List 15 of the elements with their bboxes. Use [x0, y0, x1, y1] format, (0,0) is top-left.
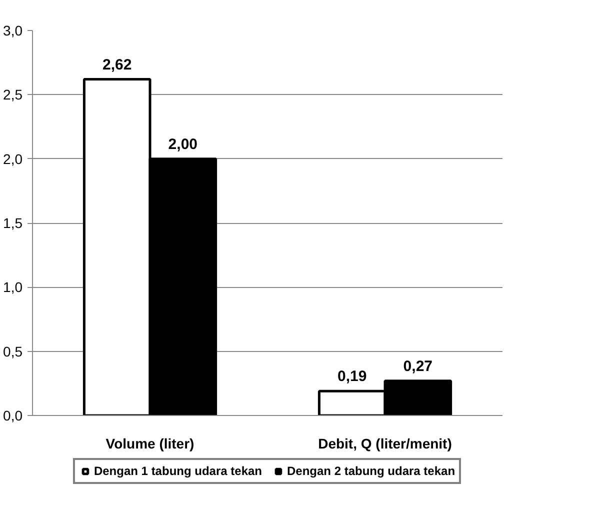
data-label: 0,19 — [338, 368, 367, 386]
y-tick-label: 2,0 — [3, 150, 23, 167]
data-label: 0,27 — [403, 358, 433, 375]
data-label: 2,62 — [102, 56, 132, 74]
x-tick-label: Volume (liter) — [106, 436, 194, 452]
legend-label: Dengan 1 tabung udara tekan — [94, 464, 262, 478]
y-tick-label: 2,5 — [3, 86, 23, 103]
y-tick-label: 0,0 — [3, 408, 23, 424]
y-tick-label: 1,5 — [3, 215, 23, 231]
data-label: 2,00 — [168, 136, 198, 153]
legend-label: Dengan 2 tabung udara tekan — [287, 464, 456, 478]
x-tick-label: Debit, Q (liter/menit) — [318, 436, 452, 452]
y-tick-label: 3,0 — [3, 22, 23, 38]
y-tick-label: 0,5 — [3, 343, 23, 360]
y-tick-label: 1,0 — [3, 279, 23, 296]
